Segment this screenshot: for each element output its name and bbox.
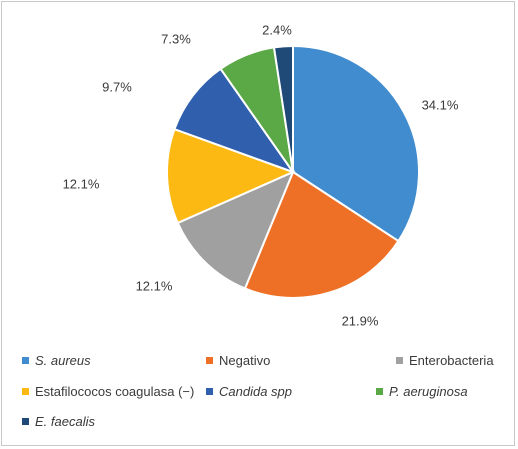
pie-slice-4 bbox=[173, 67, 296, 175]
pie-slice-1 bbox=[243, 170, 400, 299]
slice-label-5: 7.3% bbox=[161, 31, 191, 46]
legend-item: E. faecalis bbox=[22, 414, 95, 429]
legend-label: E. faecalis bbox=[35, 414, 95, 429]
pie-slice-2 bbox=[176, 170, 295, 290]
legend-label: Candida spp bbox=[219, 384, 292, 399]
legend-label: S. aureus bbox=[35, 353, 91, 368]
legend-swatch bbox=[206, 388, 213, 395]
legend-swatch bbox=[376, 388, 383, 395]
legend-item: Candida spp bbox=[206, 384, 292, 399]
slice-label-2: 12.1% bbox=[136, 278, 173, 293]
legend-label: P. aeruginosa bbox=[389, 384, 468, 399]
legend-item: Estafilococos coagulasa (−) bbox=[22, 384, 194, 399]
legend-swatch bbox=[396, 357, 403, 364]
slice-label-3: 12.1% bbox=[63, 176, 100, 191]
slice-label-4: 9.7% bbox=[102, 79, 132, 94]
legend-item: Enterobacteria bbox=[396, 353, 494, 368]
slice-label-0: 34.1% bbox=[422, 97, 459, 112]
legend-swatch bbox=[206, 357, 213, 364]
pie-slice-6 bbox=[272, 44, 294, 173]
legend-swatch bbox=[22, 388, 29, 395]
legend-swatch bbox=[22, 357, 29, 364]
legend-label: Enterobacteria bbox=[409, 353, 494, 368]
slice-label-1: 21.9% bbox=[342, 313, 379, 328]
legend-label: Estafilococos coagulasa (−) bbox=[35, 384, 195, 399]
slice-label-6: 2.4% bbox=[262, 22, 292, 37]
legend-item: P. aeruginosa bbox=[376, 384, 468, 399]
legend-label: Negativo bbox=[219, 353, 271, 368]
legend-item: S. aureus bbox=[22, 353, 91, 368]
legend-item: Negativo bbox=[206, 353, 270, 368]
pie-slice-3 bbox=[165, 127, 296, 225]
legend-swatch bbox=[22, 418, 29, 425]
